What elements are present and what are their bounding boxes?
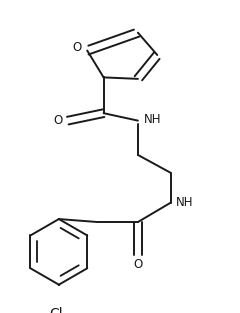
Text: O: O bbox=[72, 41, 81, 54]
Text: NH: NH bbox=[144, 113, 161, 126]
Text: Cl: Cl bbox=[50, 307, 63, 313]
Text: NH: NH bbox=[176, 196, 194, 209]
Text: O: O bbox=[54, 114, 63, 127]
Text: O: O bbox=[133, 258, 143, 271]
